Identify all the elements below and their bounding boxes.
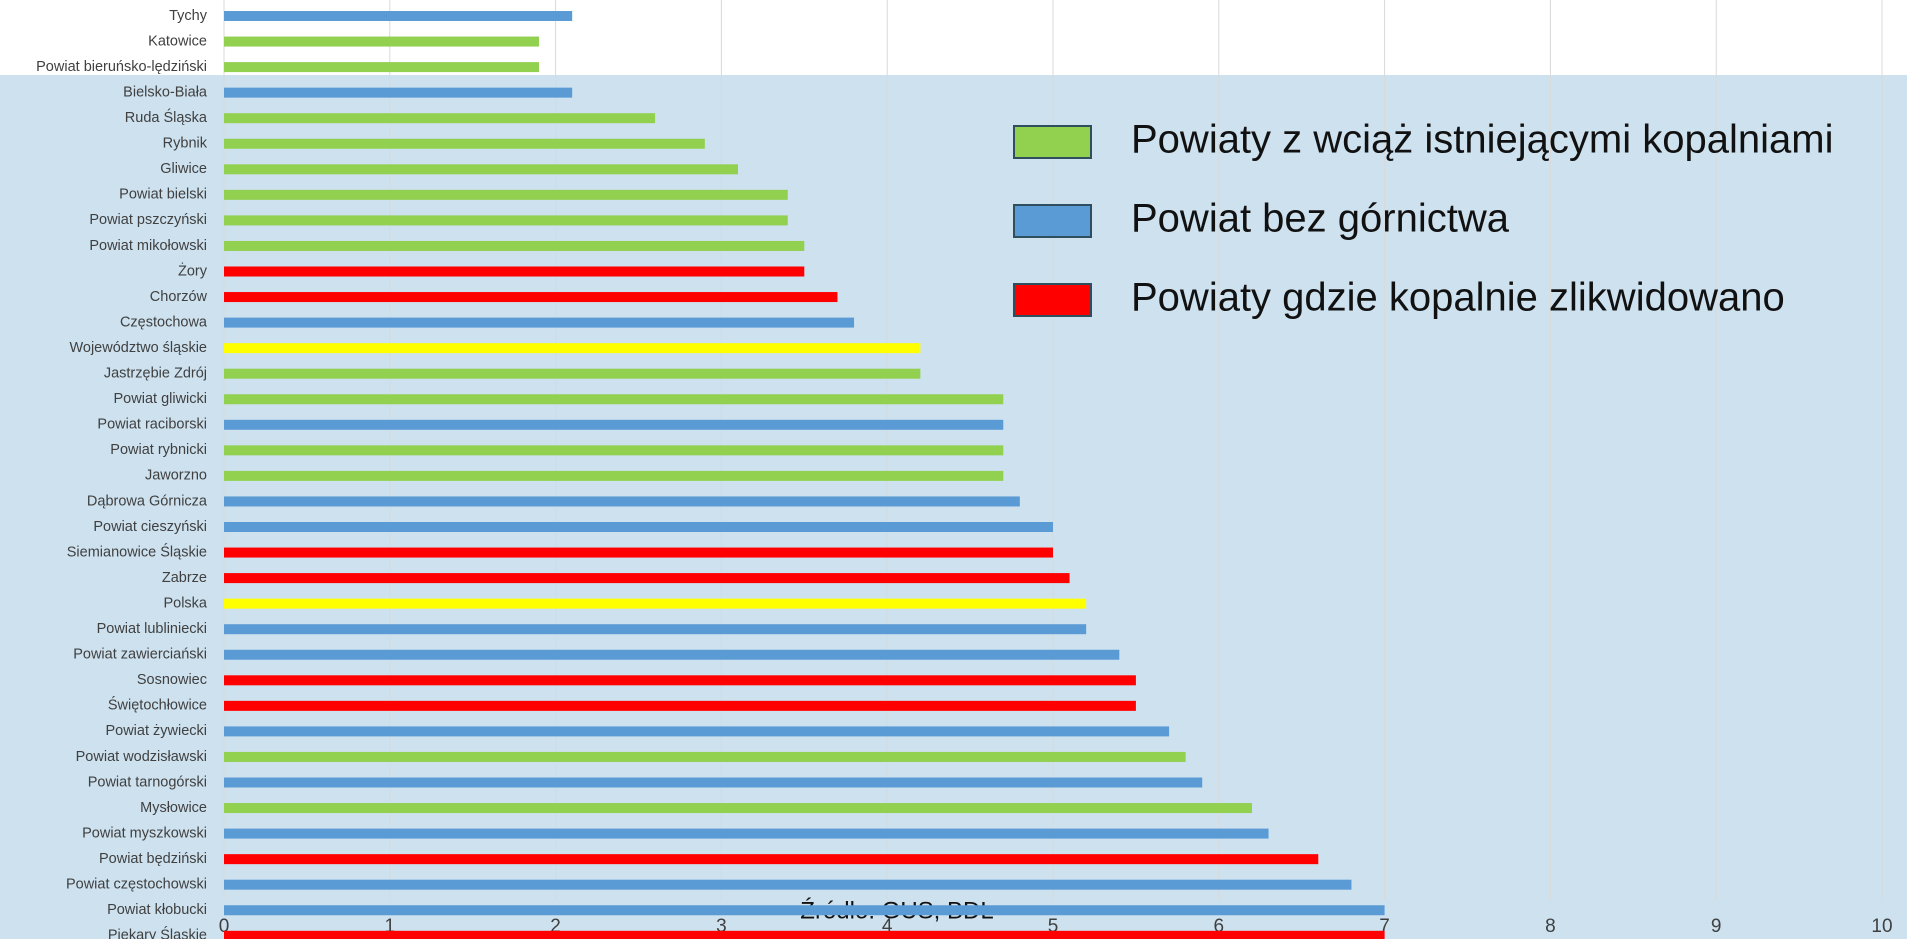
legend-swatch	[1013, 125, 1092, 159]
y-tick-label: Powiat pszczyński	[89, 212, 207, 228]
y-tick-label: Powiat bieruńsko-lędziński	[36, 59, 207, 75]
bar	[224, 62, 540, 73]
y-tick-label: Powiat częstochowski	[66, 877, 207, 893]
y-tick-label: Jastrzębie Zdrój	[104, 366, 207, 382]
y-tick-label: Powiat gliwicki	[114, 391, 207, 407]
y-tick-label: Polska	[163, 595, 207, 611]
legend-swatch	[1013, 204, 1092, 238]
y-tick-label: Piekary Śląskie	[108, 926, 207, 939]
y-tick-label: Częstochowa	[120, 314, 208, 330]
x-tick-label: 4	[882, 916, 893, 937]
legend-label: Powiaty gdzie kopalnie zlikwidowano	[1131, 276, 1785, 320]
y-tick-label: Ruda Śląska	[125, 108, 208, 126]
bar	[224, 36, 540, 47]
legend-label: Powiat bez górnictwa	[1131, 197, 1510, 241]
bar	[224, 803, 1252, 814]
bar	[224, 547, 1053, 558]
y-tick-label: Chorzów	[150, 289, 208, 305]
y-tick-label: Powiat myszkowski	[82, 825, 207, 841]
x-tick-label: 10	[1871, 916, 1892, 937]
y-tick-label: Tychy	[169, 8, 208, 24]
bar	[224, 189, 788, 200]
bar	[224, 522, 1053, 532]
y-tick-label: Województwo śląskie	[69, 340, 207, 356]
y-tick-label: Powiat wodzisławski	[76, 749, 207, 765]
bar	[224, 368, 921, 379]
bar	[224, 343, 921, 354]
bar	[224, 905, 1385, 916]
y-tick-label: Katowice	[148, 33, 207, 49]
x-tick-label: 6	[1214, 916, 1225, 937]
y-tick-label: Powiat zawierciański	[73, 647, 207, 663]
x-tick-label: 7	[1379, 916, 1390, 937]
bar	[224, 828, 1269, 839]
y-tick-label: Powiat cieszyński	[93, 519, 207, 535]
legend-label: Powiaty z wciąż istniejącymi kopalniami	[1131, 118, 1833, 162]
bar	[224, 419, 1004, 430]
y-tick-label: Gliwice	[160, 161, 207, 177]
x-tick-label: 2	[550, 916, 561, 937]
y-tick-label: Zabrze	[162, 570, 207, 586]
bar	[224, 266, 805, 277]
bar	[224, 573, 1070, 584]
bar	[224, 854, 1319, 865]
bar	[224, 394, 1004, 405]
x-tick-label: 5	[1048, 916, 1059, 937]
y-tick-label: Powiat żywiecki	[105, 723, 207, 739]
y-tick-label: Dąbrowa Górnicza	[87, 493, 208, 509]
y-tick-label: Świętochłowice	[108, 696, 207, 714]
y-tick-label: Powiat raciborski	[97, 417, 207, 433]
bar	[224, 675, 1136, 686]
x-tick-label: 3	[716, 916, 727, 937]
bar	[224, 292, 838, 303]
bar	[224, 113, 656, 124]
y-tick-label: Rybnik	[163, 136, 208, 152]
bar	[224, 598, 1087, 609]
bar	[224, 777, 1203, 788]
y-tick-label: Siemianowice Śląskie	[67, 542, 207, 560]
bar	[224, 751, 1186, 762]
bar	[224, 164, 738, 175]
bar	[224, 470, 1004, 481]
y-tick-label: Sosnowiec	[137, 672, 207, 688]
bar	[224, 445, 1004, 456]
y-tick-label: Powiat tarnogórski	[88, 774, 207, 790]
y-tick-label: Żory	[178, 261, 208, 279]
bar	[224, 726, 1170, 737]
y-tick-label: Powiat mikołowski	[89, 238, 207, 254]
bar	[224, 317, 855, 328]
bar	[224, 496, 1020, 507]
bar	[224, 649, 1120, 660]
bar	[224, 138, 705, 149]
y-tick-label: Powiat rybnicki	[110, 442, 207, 458]
y-tick-label: Jaworzno	[145, 468, 207, 484]
bar	[224, 930, 1385, 941]
y-tick-label: Powiat lubliniecki	[97, 621, 207, 637]
y-tick-label: Powiat będziński	[99, 851, 207, 867]
x-tick-label: 9	[1711, 916, 1722, 937]
bar	[224, 879, 1352, 890]
y-tick-label: Powiat bielski	[119, 187, 207, 203]
bar	[224, 624, 1087, 635]
x-tick-label: 0	[219, 916, 230, 937]
y-tick-label: Powiat kłobucki	[107, 902, 207, 918]
legend-swatch	[1013, 283, 1092, 317]
bar	[224, 215, 788, 226]
bar	[224, 240, 805, 251]
x-tick-label: 1	[385, 916, 396, 937]
bar	[224, 700, 1136, 711]
x-tick-label: 8	[1545, 916, 1556, 937]
y-tick-label: Bielsko-Biała	[123, 84, 208, 100]
bar	[224, 11, 573, 21]
y-tick-label: Mysłowice	[140, 800, 207, 816]
bar	[224, 87, 573, 98]
